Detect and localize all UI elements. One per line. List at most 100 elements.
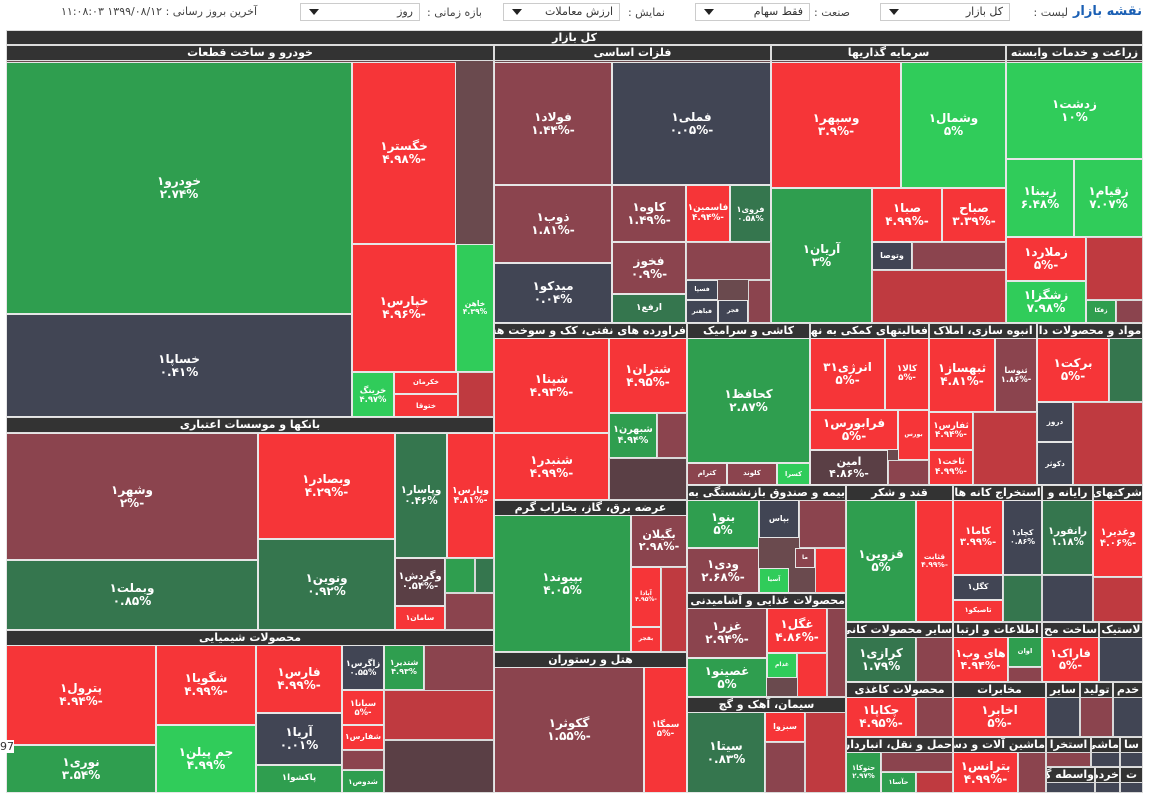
stock-tile[interactable]: کالا۱ -۵% (885, 338, 929, 410)
stock-tile[interactable]: بفجر (631, 627, 661, 652)
stock-tile[interactable]: زقیام۱ ۷.۰۷% (1074, 159, 1143, 237)
stock-tile[interactable]: سیتا۱ ۰.۸۳% (687, 712, 765, 793)
stock-tile[interactable]: فسپا (686, 280, 718, 300)
stock-tile[interactable]: شپنا۱ -۴.۹۳% (494, 338, 609, 433)
stock-tile[interactable]: فروی۱ ۰.۵۸% (730, 185, 771, 242)
stock-tile[interactable]: وبصادر۱ -۴.۲۹% (258, 433, 395, 539)
stock-tile[interactable]: وشمال۱ ۵% (901, 62, 1006, 188)
stock-tile[interactable]: اخابر۱ -۵% (953, 697, 1046, 737)
stock-tile[interactable]: کترام (687, 463, 727, 485)
stock-tile[interactable]: کگل۱ (953, 575, 1003, 600)
stock-tile[interactable]: زاگرس۱ ۰.۵۵% (342, 645, 384, 690)
stock-tile[interactable]: خساپا۱ ۰.۴۱% (6, 314, 352, 417)
stock-tile[interactable]: آسیا (759, 568, 789, 593)
stock-tile[interactable]: وشهر۱ -۲% (6, 433, 258, 560)
list-select[interactable]: کل بازار (880, 3, 1010, 21)
stock-tile[interactable]: فولاد۱ -۱.۴۴% (494, 62, 612, 185)
stock-tile[interactable]: بنو۱ ۵% (687, 500, 759, 548)
stock-tile[interactable]: صبا۱ -۴.۹۹% (872, 188, 942, 242)
stock-tile[interactable]: ارفع۱ (612, 294, 686, 323)
stock-tile[interactable]: خکرمان (394, 372, 458, 394)
stock-tile[interactable]: انرژی۳۱ -۵% (810, 338, 885, 410)
stock-tile[interactable]: شفارس۱ (342, 725, 384, 750)
stock-tile[interactable]: وپاسار۱ ۰.۴۶% (395, 433, 447, 558)
stock-tile[interactable]: زفکا (1086, 300, 1116, 323)
stock-tile[interactable]: شنبدر۱ -۴.۹۹% (494, 433, 609, 500)
stock-tile[interactable]: ذوب۱ -۱.۸۱% (494, 185, 612, 263)
stock-tile[interactable]: سمگا۱ -۵% (644, 667, 687, 793)
stock-tile[interactable]: شگویا۱ -۴.۹۹% (156, 645, 256, 725)
stock-tile[interactable]: قزوین۱ ۵% (846, 500, 916, 622)
stock-tile[interactable]: زبینا۱ ۶.۴۸% (1006, 159, 1074, 237)
stock-tile[interactable]: فباهنر (686, 300, 718, 323)
stock-tile[interactable]: آبادا -۴.۹۵% (631, 567, 661, 627)
stock-tile[interactable]: ثاخت۱ -۴.۹۹% (929, 450, 973, 485)
stock-tile[interactable]: گکوثر۱ -۱.۵۵% (494, 667, 644, 793)
stock-tile[interactable]: فملی۱ -۰.۰۵% (612, 62, 771, 185)
stock-tile[interactable]: قثابت -۴.۹۹% (916, 500, 953, 622)
stock-tile[interactable]: زملارد۱ -۵% (1006, 237, 1086, 281)
stock-tile[interactable]: بگیلان -۲.۹۸% (631, 515, 687, 567)
stock-tile[interactable]: چکاپا۱ -۴.۹۵% (846, 697, 916, 737)
stock-tile[interactable]: دکوثر (1037, 442, 1073, 485)
stock-tile[interactable]: تاصیکو۱ (953, 600, 1003, 622)
stock-tile[interactable]: سیانا۱ -۵% (342, 690, 384, 725)
stock-tile[interactable]: ما (795, 548, 815, 568)
stock-tile[interactable]: آریا۱ ۰.۰۱% (256, 713, 342, 765)
stock-tile[interactable]: غصینو۱ ۵% (687, 658, 767, 697)
stock-tile[interactable]: غزر۱ -۲.۹۴% (687, 608, 767, 658)
view-select[interactable]: ارزش معاملات (503, 3, 620, 21)
stock-tile[interactable]: وغدیر۱ -۴.۰۶% (1093, 500, 1143, 577)
stock-tile[interactable]: سبزوا (765, 712, 805, 742)
stock-tile[interactable]: کرازی۱ ۱.۷۹% (846, 637, 916, 682)
industry-select[interactable]: فقط سهام (695, 3, 810, 21)
stock-tile[interactable]: کاوه۱ -۱.۴۹% (612, 185, 686, 242)
stock-tile[interactable]: جم پیلن۱ ۴.۹۹% (156, 725, 256, 793)
stock-tile[interactable]: غدام (767, 653, 797, 678)
period-select[interactable]: روز (300, 3, 420, 21)
stock-tile[interactable]: فخوز -۰.۹% (612, 242, 686, 294)
stock-tile[interactable]: خودرو۱ ۲.۷۴% (6, 62, 352, 314)
stock-tile[interactable]: سامان۱ (395, 606, 445, 630)
stock-tile[interactable]: امین -۴.۸۶% (810, 450, 888, 485)
stock-tile[interactable]: پترول۱ -۴.۹۴% (6, 645, 156, 745)
stock-tile[interactable]: ونوین۱ ۰.۹۲% (258, 539, 395, 630)
stock-tile[interactable]: فجر (718, 300, 748, 323)
stock-tile[interactable]: ثبهساز۱ -۴.۸۱% (929, 338, 995, 412)
stock-tile[interactable]: شتدیر۱ ۴.۹۳% (384, 645, 424, 690)
stock-tile[interactable]: اوان (1008, 637, 1042, 667)
stock-tile[interactable]: خاهن ۴.۳۹% (456, 244, 494, 372)
stock-tile[interactable]: وتوصا (872, 242, 912, 270)
stock-tile[interactable]: حآسا۱ (881, 772, 916, 793)
stock-tile[interactable]: وپارس۱ -۴.۸۱% (447, 433, 494, 558)
stock-tile[interactable]: های وب۱ -۴.۹۴% (953, 637, 1008, 682)
stock-tile[interactable]: ودی۱ -۲.۶۸% (687, 548, 759, 593)
stock-tile[interactable]: بترانس۱ -۴.۹۹% (953, 752, 1018, 793)
stock-tile[interactable]: دروز (1037, 402, 1073, 442)
stock-tile[interactable]: وگردش۱ -۰.۵۴% (395, 558, 445, 606)
stock-tile[interactable]: زدشت۱ ۱۰% (1006, 62, 1143, 159)
stock-tile[interactable]: شبهرن۱ ۴.۹۴% (609, 413, 657, 458)
stock-tile[interactable]: زشگزا۱ ۷.۹۸% (1006, 281, 1086, 323)
stock-tile[interactable]: فرابورس۱ -۵% (810, 410, 898, 450)
stock-tile[interactable]: کحافظ۱ ۲.۸۷% (687, 338, 810, 463)
stock-tile[interactable]: کچاد۱ ۰.۸۶% (1003, 500, 1042, 575)
stock-tile[interactable]: میدکو۱ ۰.۰۴% (494, 263, 612, 323)
stock-tile[interactable]: وسپهر۱ -۳.۹% (771, 62, 901, 188)
stock-tile[interactable]: خپارس۱ -۴.۹۶% (352, 244, 456, 372)
stock-tile[interactable]: آریان۱ ۳% (771, 188, 872, 323)
stock-tile[interactable]: شدوص۱ (342, 770, 384, 793)
stock-tile[interactable]: وبملت۱ ۰.۸۵% (6, 560, 258, 630)
stock-tile[interactable]: بورس (898, 410, 929, 460)
stock-tile[interactable]: حتوکا۱ ۲.۹۷% (846, 752, 881, 793)
stock-tile[interactable]: کسرا (777, 463, 810, 485)
stock-tile[interactable]: رانفور۱ ۱.۱۸% (1042, 500, 1093, 575)
stock-tile[interactable]: برکت۱ -۵% (1037, 338, 1109, 402)
stock-tile[interactable]: غگل۱ -۴.۸۶% (767, 608, 827, 653)
stock-tile[interactable]: کاما۱ -۳.۹۹% (953, 500, 1003, 575)
stock-tile[interactable]: خگستر۱ -۴.۹۸% (352, 62, 456, 244)
stock-tile[interactable]: نوری۱ ۳.۵۴% (6, 745, 156, 793)
stock-tile[interactable]: صباح -۳.۳۹% (942, 188, 1006, 242)
stock-tile[interactable]: پاکشوا۱ (256, 765, 342, 793)
stock-tile[interactable]: بپاس (759, 500, 799, 538)
